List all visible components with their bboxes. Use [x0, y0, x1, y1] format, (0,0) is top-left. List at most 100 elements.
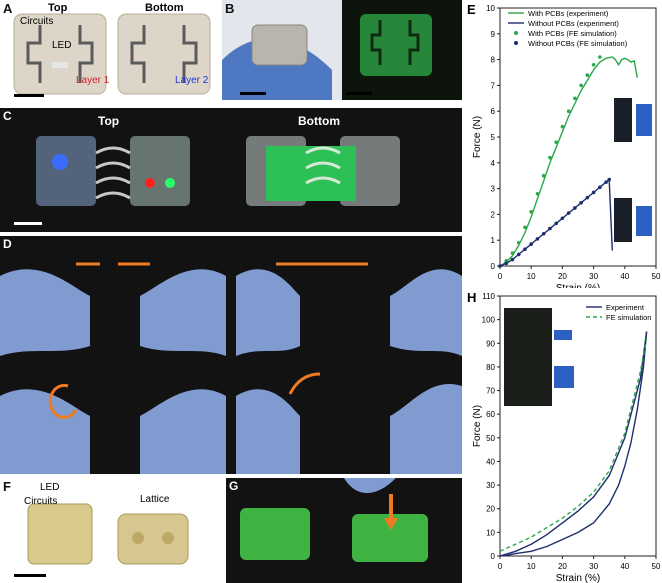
y-tick-label: 20: [486, 505, 495, 514]
series-point: [541, 173, 546, 178]
series-point: [504, 261, 509, 266]
panel-g-photo: G: [226, 478, 462, 583]
panel-f-scale-bar: [14, 574, 46, 577]
panel-c-bottom-label: Bottom: [298, 114, 340, 128]
series-point: [607, 177, 611, 182]
y-axis-label: Force (N): [472, 405, 483, 447]
panel-h-letter: H: [467, 290, 476, 305]
panel-a-led-label: LED: [52, 40, 72, 51]
y-tick-label: 40: [486, 457, 495, 466]
inset-fe-compressed: [554, 330, 572, 340]
x-tick-label: 20: [558, 272, 567, 281]
series-point: [579, 83, 583, 88]
panel-c-top-label: Top: [98, 114, 120, 128]
series-point: [604, 180, 608, 184]
x-tick-label: 40: [620, 562, 629, 571]
inset-lattice-photo: [504, 308, 552, 406]
panel-g-photo-art: [240, 478, 428, 562]
inset-fe-with-pcb: [636, 104, 652, 136]
panel-b-photo: B: [222, 0, 462, 100]
y-tick-label: 30: [486, 481, 495, 490]
y-tick-label: 60: [486, 410, 495, 419]
series-point: [591, 62, 596, 67]
panel-d-photo: D: [0, 236, 462, 474]
panel-b-photo-art: [222, 0, 462, 100]
y-tick-label: 50: [486, 434, 495, 443]
chart-e: E 0 10 20 30 40 50 0 1 2 3 4 5 6 7 8 9 10 Strain (%) Force…: [467, 2, 661, 288]
series-point: [510, 251, 515, 255]
x-tick-label: 10: [527, 272, 536, 281]
inset-fe-without-pcb: [636, 206, 652, 236]
panel-b-scale-bar-right: [346, 92, 372, 95]
panel-b-letter: B: [225, 1, 235, 16]
series-point: [560, 216, 565, 221]
series-point: [535, 191, 540, 196]
y-tick-label: 3: [491, 185, 496, 194]
series-point: [554, 140, 558, 144]
y-tick-label: 90: [486, 339, 495, 348]
y-axis-label: Force (N): [472, 116, 483, 158]
panel-a-photo: A Top Bottom Circuits LED Layer 1 Layer …: [0, 0, 222, 100]
legend-marker: [514, 31, 518, 35]
series-line: [499, 338, 648, 552]
series-point: [554, 221, 558, 226]
inset-fe-lattice: [554, 366, 574, 388]
y-tick-label: 1: [491, 236, 496, 245]
series-point: [585, 73, 590, 77]
series-point: [541, 231, 546, 236]
series-point: [566, 109, 571, 113]
legend-entry: Without PCBs (experiment): [528, 19, 619, 28]
x-tick-label: 30: [589, 272, 598, 281]
series-point: [529, 210, 533, 214]
panel-c-photo-art: [36, 136, 400, 206]
series-line: [502, 331, 648, 557]
legend-entry: Without PCBs (FE simulation): [528, 39, 628, 48]
panel-a-letter: A: [3, 1, 13, 16]
series-point: [498, 264, 502, 268]
series-point: [535, 237, 540, 241]
panel-f-lattice-label: Lattice: [140, 494, 170, 505]
series-point: [573, 206, 577, 210]
series-point: [579, 200, 583, 205]
series-point: [573, 96, 577, 101]
inset-specimen-with-pcb: [614, 98, 632, 142]
y-tick-label: 0: [491, 552, 496, 561]
legend-entry: Experiment: [606, 303, 645, 312]
x-tick-label: 0: [498, 272, 503, 281]
y-tick-label: 10: [486, 528, 495, 537]
series-point: [516, 240, 521, 245]
series-point: [510, 257, 515, 262]
series-point: [598, 55, 602, 59]
panel-c-scale-bar: [14, 222, 42, 225]
x-tick-label: 50: [652, 562, 661, 571]
x-tick-label: 40: [620, 272, 629, 281]
panel-d-letter: D: [3, 237, 12, 251]
panel-a-circuits-label: Circuits: [20, 16, 54, 27]
panel-g-letter: G: [229, 479, 239, 493]
panel-c-photo: C Top Bottom: [0, 108, 462, 232]
y-tick-label: 2: [491, 210, 496, 219]
legend-entry: With PCBs (FE simulation): [528, 29, 617, 38]
panel-e-letter: E: [467, 2, 476, 17]
y-tick-label: 8: [491, 56, 496, 65]
panel-a-layer2-label: Layer 2: [175, 75, 209, 86]
plot-frame: [499, 295, 657, 557]
y-tick-label: 80: [486, 363, 495, 372]
series-point: [523, 247, 527, 252]
y-tick-label: 6: [491, 107, 496, 116]
panel-a-top-label: Top: [48, 2, 68, 14]
x-tick-label: 50: [652, 272, 661, 281]
series-point: [591, 190, 596, 195]
y-tick-label: 110: [482, 292, 495, 301]
panel-f-photo-art: [27, 503, 189, 565]
series-point: [529, 242, 533, 246]
x-tick-label: 10: [527, 562, 536, 571]
y-tick-label: 100: [482, 316, 496, 325]
series-point: [523, 225, 527, 230]
y-tick-label: 7: [491, 81, 496, 90]
chart-h: H 0 10 20 30 40 50 0 10 20 30 40 50 60 70 80 90 100 110 St…: [467, 290, 661, 583]
panel-c-letter: C: [3, 109, 12, 123]
y-tick-label: 10: [486, 4, 495, 13]
x-axis-label: Strain (%): [556, 573, 600, 583]
y-tick-label: 70: [486, 387, 495, 396]
